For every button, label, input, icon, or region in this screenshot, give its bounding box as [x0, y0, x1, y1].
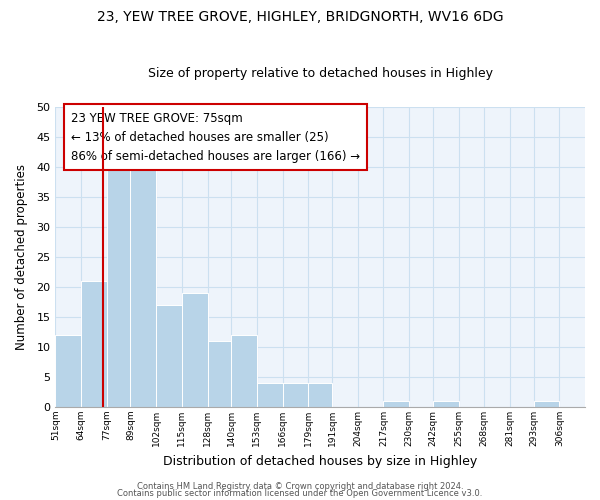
Bar	[156, 305, 182, 407]
Text: Contains public sector information licensed under the Open Government Licence v3: Contains public sector information licen…	[118, 489, 482, 498]
Bar	[107, 167, 130, 407]
Bar	[533, 401, 559, 407]
X-axis label: Distribution of detached houses by size in Highley: Distribution of detached houses by size …	[163, 454, 477, 468]
Bar	[81, 281, 107, 407]
Text: 23 YEW TREE GROVE: 75sqm
← 13% of detached houses are smaller (25)
86% of semi-d: 23 YEW TREE GROVE: 75sqm ← 13% of detach…	[71, 112, 361, 162]
Bar	[208, 341, 231, 407]
Bar	[231, 335, 257, 407]
Title: Size of property relative to detached houses in Highley: Size of property relative to detached ho…	[148, 66, 493, 80]
Bar	[383, 401, 409, 407]
Bar	[257, 383, 283, 407]
Text: Contains HM Land Registry data © Crown copyright and database right 2024.: Contains HM Land Registry data © Crown c…	[137, 482, 463, 491]
Bar	[433, 401, 458, 407]
Y-axis label: Number of detached properties: Number of detached properties	[15, 164, 28, 350]
Bar	[182, 293, 208, 407]
Bar	[130, 155, 156, 407]
Text: 23, YEW TREE GROVE, HIGHLEY, BRIDGNORTH, WV16 6DG: 23, YEW TREE GROVE, HIGHLEY, BRIDGNORTH,…	[97, 10, 503, 24]
Bar	[283, 383, 308, 407]
Bar	[308, 383, 332, 407]
Bar	[55, 335, 81, 407]
